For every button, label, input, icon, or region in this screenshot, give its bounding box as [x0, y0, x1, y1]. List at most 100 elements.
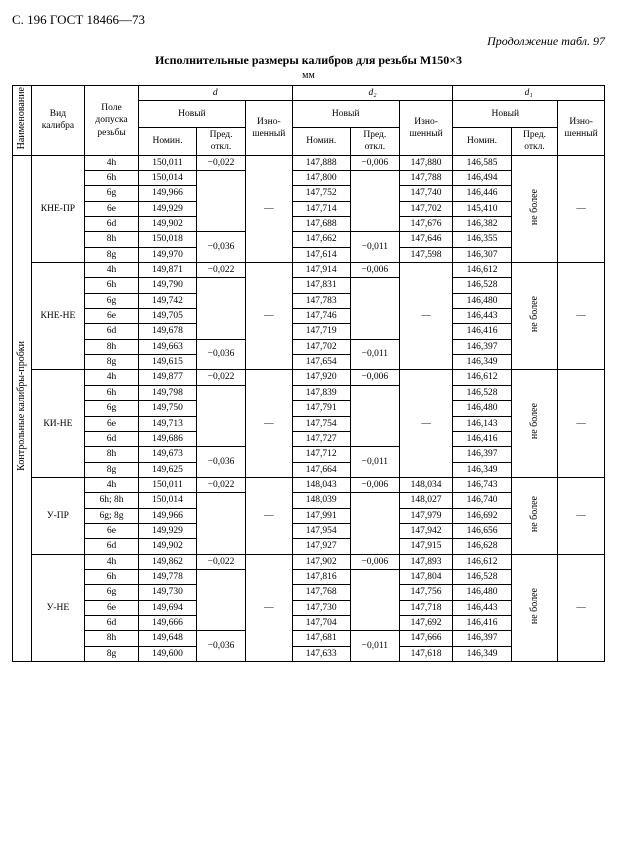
d2-nomin: 147,783 [292, 293, 350, 308]
col-d2: d₂ [292, 86, 453, 101]
col-naimen: Наименование [15, 87, 28, 149]
d1-nomin: 146,494 [453, 171, 511, 186]
d2-izno: — [399, 263, 453, 370]
pole-cell: 6g [85, 585, 139, 600]
d2-nomin: 147,839 [292, 385, 350, 400]
d-nomin: 149,600 [138, 646, 196, 661]
d2-nomin: 147,791 [292, 401, 350, 416]
pole-cell: 6g [85, 293, 139, 308]
d2-izno: 147,804 [399, 569, 453, 584]
d1-nomin: 146,480 [453, 585, 511, 600]
d2-nomin: 147,752 [292, 186, 350, 201]
d-nomin: 149,694 [138, 600, 196, 615]
d2-izno: — [399, 370, 453, 477]
d1-nomin: 146,416 [453, 324, 511, 339]
d-nomin: 149,871 [138, 263, 196, 278]
col-vid: Вид калибра [31, 86, 85, 156]
d-nomin: 149,798 [138, 385, 196, 400]
pole-cell: 6h [85, 171, 139, 186]
d1-nomin: 146,612 [453, 554, 511, 569]
col-pred: Пред. откл. [350, 127, 399, 155]
d1-nomin: 146,443 [453, 309, 511, 324]
d-nomin: 150,011 [138, 155, 196, 170]
d1-nomin: 146,692 [453, 508, 511, 523]
d-nomin: 149,877 [138, 370, 196, 385]
table-body: Контрольные калибры-пробкиКНЕ-ПР4h150,01… [13, 155, 605, 661]
d2-nomin: 147,954 [292, 523, 350, 538]
d-pred: −0,036 [197, 447, 246, 478]
d1-nomin: 145,410 [453, 201, 511, 216]
col-nomin: Номин. [138, 127, 196, 155]
d1-izno: — [558, 554, 605, 661]
d-nomin: 149,673 [138, 447, 196, 462]
d1-nomin: 146,656 [453, 523, 511, 538]
d1-izno: — [558, 155, 605, 262]
pole-cell: 6d [85, 539, 139, 554]
d1-nomin: 146,397 [453, 631, 511, 646]
continuation-label: Продолжение табл. 97 [12, 34, 605, 49]
pole-cell: 6h; 8h [85, 493, 139, 508]
d2-izno: 148,027 [399, 493, 453, 508]
pole-cell: 8g [85, 462, 139, 477]
d2-nomin: 147,688 [292, 217, 350, 232]
d1-nomin: 146,628 [453, 539, 511, 554]
d2-nomin: 147,654 [292, 355, 350, 370]
d-pred: −0,036 [197, 339, 246, 370]
d2-izno: 147,979 [399, 508, 453, 523]
d1-pred: не более [511, 263, 558, 370]
d1-nomin: 146,416 [453, 615, 511, 630]
d2-nomin: 147,746 [292, 309, 350, 324]
d-nomin: 149,966 [138, 186, 196, 201]
d2-nomin: 147,662 [292, 232, 350, 247]
d-nomin: 149,705 [138, 309, 196, 324]
pole-cell: 6h [85, 569, 139, 584]
table-row: У-ПР4h150,011−0,022—148,043−0,006148,034… [13, 477, 605, 492]
d1-nomin: 146,743 [453, 477, 511, 492]
d2-pred: −0,011 [350, 631, 399, 662]
d-nomin: 149,902 [138, 217, 196, 232]
vid-cell: У-НЕ [31, 554, 85, 661]
d-nomin: 149,648 [138, 631, 196, 646]
d2-nomin: 147,920 [292, 370, 350, 385]
pole-cell: 6d [85, 324, 139, 339]
pole-cell: 4h [85, 554, 139, 569]
d1-nomin: 146,349 [453, 462, 511, 477]
col-izno: Изно- шенный [558, 101, 605, 155]
pole-cell: 8h [85, 232, 139, 247]
d2-nomin: 147,754 [292, 416, 350, 431]
d2-pred: −0,006 [350, 477, 399, 492]
d2-izno: 147,646 [399, 232, 453, 247]
d-nomin: 149,902 [138, 539, 196, 554]
d2-izno: 147,942 [399, 523, 453, 538]
d1-nomin: 146,585 [453, 155, 511, 170]
d-nomin: 149,929 [138, 201, 196, 216]
pole-cell: 6e [85, 309, 139, 324]
d1-pred: не более [511, 477, 558, 554]
col-novyj: Новый [292, 101, 399, 128]
table-row: КИ-НЕ4h149,877−0,022—147,920−0,006—146,6… [13, 370, 605, 385]
d2-izno: 147,676 [399, 217, 453, 232]
d2-pred: −0,006 [350, 155, 399, 170]
d-pred: −0,036 [197, 631, 246, 662]
d2-izno: 148,034 [399, 477, 453, 492]
pole-cell: 6e [85, 201, 139, 216]
d1-nomin: 146,349 [453, 646, 511, 661]
d-nomin: 150,018 [138, 232, 196, 247]
d-nomin: 149,663 [138, 339, 196, 354]
d2-nomin: 147,714 [292, 201, 350, 216]
d2-izno: 147,740 [399, 186, 453, 201]
d-nomin: 149,778 [138, 569, 196, 584]
d2-pred [350, 569, 399, 630]
d1-nomin: 146,446 [453, 186, 511, 201]
d2-nomin: 147,633 [292, 646, 350, 661]
table-row: Контрольные калибры-пробкиКНЕ-ПР4h150,01… [13, 155, 605, 170]
d1-izno: — [558, 370, 605, 477]
d2-izno: 147,893 [399, 554, 453, 569]
d2-nomin: 147,888 [292, 155, 350, 170]
col-izno: Изно- шенный [399, 101, 453, 155]
col-izno: Изно- шенный [246, 101, 293, 155]
d2-izno: 147,702 [399, 201, 453, 216]
d-nomin: 149,790 [138, 278, 196, 293]
d1-nomin: 146,612 [453, 263, 511, 278]
d2-pred: −0,006 [350, 554, 399, 569]
